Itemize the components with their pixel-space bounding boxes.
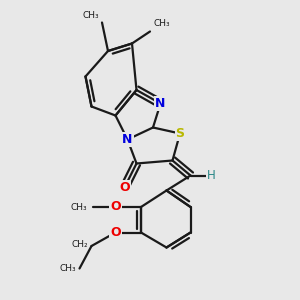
Text: CH₃: CH₃ <box>82 11 99 20</box>
Text: O: O <box>119 181 130 194</box>
Text: N: N <box>155 97 166 110</box>
Text: O: O <box>110 226 121 239</box>
Text: S: S <box>176 127 184 140</box>
Text: CH₃: CH₃ <box>60 264 76 273</box>
Text: CH₃: CH₃ <box>153 20 169 28</box>
Text: O: O <box>110 200 121 214</box>
Text: N: N <box>122 133 133 146</box>
Text: CH₂: CH₂ <box>72 240 88 249</box>
Text: H: H <box>207 169 216 182</box>
Text: CH₃: CH₃ <box>70 202 87 211</box>
